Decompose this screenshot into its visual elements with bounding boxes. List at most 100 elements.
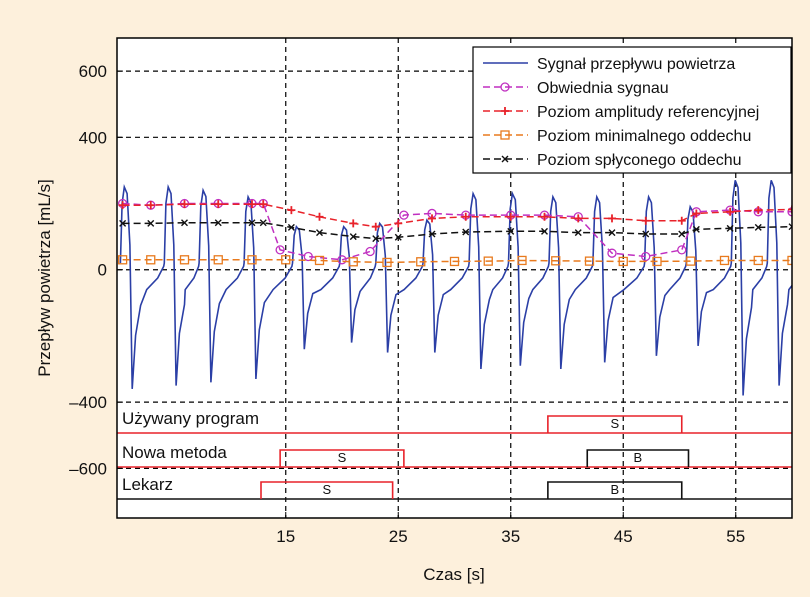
envelope-marker xyxy=(641,251,651,262)
reference-amplitude-marker xyxy=(754,206,763,215)
reference-amplitude-marker xyxy=(461,212,470,221)
shallow-breath-marker xyxy=(642,230,650,238)
legend-swatch-marker xyxy=(501,107,509,115)
legend-swatch-marker xyxy=(500,130,510,140)
series-layer xyxy=(117,180,792,396)
minimal-breath-marker xyxy=(213,255,223,265)
event-segment xyxy=(260,481,394,499)
envelope-line xyxy=(122,202,792,261)
legend-entry-label: Poziom spłyconego oddechu xyxy=(537,152,742,169)
shallow-breath-marker xyxy=(316,229,323,237)
shallow-breath-marker xyxy=(608,229,616,237)
shallow-breath-marker xyxy=(287,223,295,231)
y-axis-label: Przepływ powietrza [mL/s] xyxy=(35,179,54,376)
event-segment-label: S xyxy=(338,450,347,465)
shallow-breath-marker xyxy=(462,228,470,236)
reference-amplitude-marker xyxy=(574,214,583,223)
envelope-marker xyxy=(677,245,687,255)
minimal-breath-marker xyxy=(117,255,128,265)
legend-swatch-marker xyxy=(500,82,510,92)
x-tick-label: 45 xyxy=(614,527,633,546)
minimal-breath-marker xyxy=(179,255,190,265)
shallow-breath-marker xyxy=(692,225,700,233)
minimal-breath-marker xyxy=(281,255,291,265)
legend-entry-label: Poziom amplitudy referencyjnej xyxy=(537,104,759,121)
event-segment xyxy=(586,449,690,467)
minimal-breath-line xyxy=(122,259,792,264)
minimal-breath-marker xyxy=(483,256,493,266)
envelope-marker xyxy=(365,246,375,257)
y-tick-label: –400 xyxy=(69,393,107,412)
shallow-breath-marker xyxy=(754,223,762,231)
reference-amplitude-marker xyxy=(788,205,792,214)
x-tick-label: 15 xyxy=(276,527,295,546)
minimal-breath-marker xyxy=(146,255,156,265)
shallow-breath-marker xyxy=(726,224,734,232)
minimal-breath-marker xyxy=(348,257,358,267)
shallow-breath-marker xyxy=(788,223,792,231)
y-tick-label: 400 xyxy=(79,128,107,147)
minimal-breath-marker xyxy=(416,257,426,267)
y-tick-label: 0 xyxy=(98,261,107,280)
event-segment xyxy=(547,415,683,433)
reference-amplitude-marker xyxy=(371,222,380,231)
event-segment-label: S xyxy=(610,416,619,431)
shallow-breath-marker xyxy=(574,229,582,237)
x-tick-label: 55 xyxy=(726,527,745,546)
shallow-breath-marker xyxy=(147,219,155,227)
minimal-breath-marker xyxy=(382,257,392,268)
event-segment xyxy=(279,449,405,467)
reference-amplitude-marker xyxy=(248,200,256,209)
reference-amplitude-marker xyxy=(726,207,735,216)
envelope-marker xyxy=(275,245,285,255)
legend-entry-label: Sygnał przepływu powietrza xyxy=(537,56,735,73)
reference-amplitude-marker xyxy=(287,206,296,215)
shallow-breath-marker xyxy=(259,219,267,227)
minimal-breath-marker xyxy=(787,255,792,266)
envelope-marker xyxy=(399,210,409,220)
reference-amplitude-marker xyxy=(692,209,701,218)
event-tracks: Używany program S Nowa metoda S B Lekarz S B xyxy=(117,409,792,500)
reference-amplitude-marker xyxy=(315,212,324,221)
shallow-breath-marker xyxy=(214,219,222,227)
minimal-breath-marker xyxy=(551,256,561,266)
reference-amplitude-marker xyxy=(540,212,549,221)
envelope-marker xyxy=(607,248,617,258)
legend-entry-label: Poziom minimalnego oddechu xyxy=(537,128,751,145)
shallow-breath-marker xyxy=(181,219,188,227)
minimal-breath-marker xyxy=(719,255,730,266)
shallow-breath-marker xyxy=(119,219,127,227)
y-tick-label: 600 xyxy=(79,62,107,81)
reference-amplitude-marker xyxy=(506,212,515,221)
shallow-breath-marker xyxy=(372,235,380,243)
reference-amplitude-marker xyxy=(259,200,268,209)
shallow-breath-marker xyxy=(394,233,402,241)
legend-swatch-marker xyxy=(501,155,509,163)
x-axis-label: Czas [s] xyxy=(423,565,484,584)
shallow-breath-marker xyxy=(428,230,436,238)
reference-amplitude-marker xyxy=(214,200,223,209)
reference-amplitude-marker xyxy=(608,214,616,223)
event-segment-label: S xyxy=(322,482,331,497)
minimal-breath-marker xyxy=(314,255,325,266)
reference-amplitude-marker xyxy=(428,214,436,223)
minimal-breath-marker xyxy=(517,255,527,266)
minimal-breath-marker xyxy=(618,256,628,267)
reference-amplitude-marker xyxy=(180,200,189,209)
event-segment-label: B xyxy=(610,482,619,497)
reference-amplitude-marker xyxy=(118,201,127,210)
event-track-label: Lekarz xyxy=(122,475,173,494)
event-track-label: Używany program xyxy=(122,409,259,428)
minimal-breath-marker xyxy=(686,256,696,266)
minimal-breath-marker xyxy=(753,255,763,266)
legend: Sygnał przepływu powietrza Obwiednia sygn… xyxy=(472,46,792,174)
reference-amplitude-marker xyxy=(641,216,650,225)
reference-amplitude-marker xyxy=(677,216,686,225)
minimal-breath-marker xyxy=(652,256,662,267)
reference-amplitude-marker xyxy=(146,201,155,210)
shallow-breath-marker xyxy=(541,227,548,235)
x-tick-label: 35 xyxy=(501,527,520,546)
x-tick-label: 25 xyxy=(389,527,408,546)
event-track-label: Nowa metoda xyxy=(122,443,227,462)
shallow-breath-marker xyxy=(248,219,256,227)
